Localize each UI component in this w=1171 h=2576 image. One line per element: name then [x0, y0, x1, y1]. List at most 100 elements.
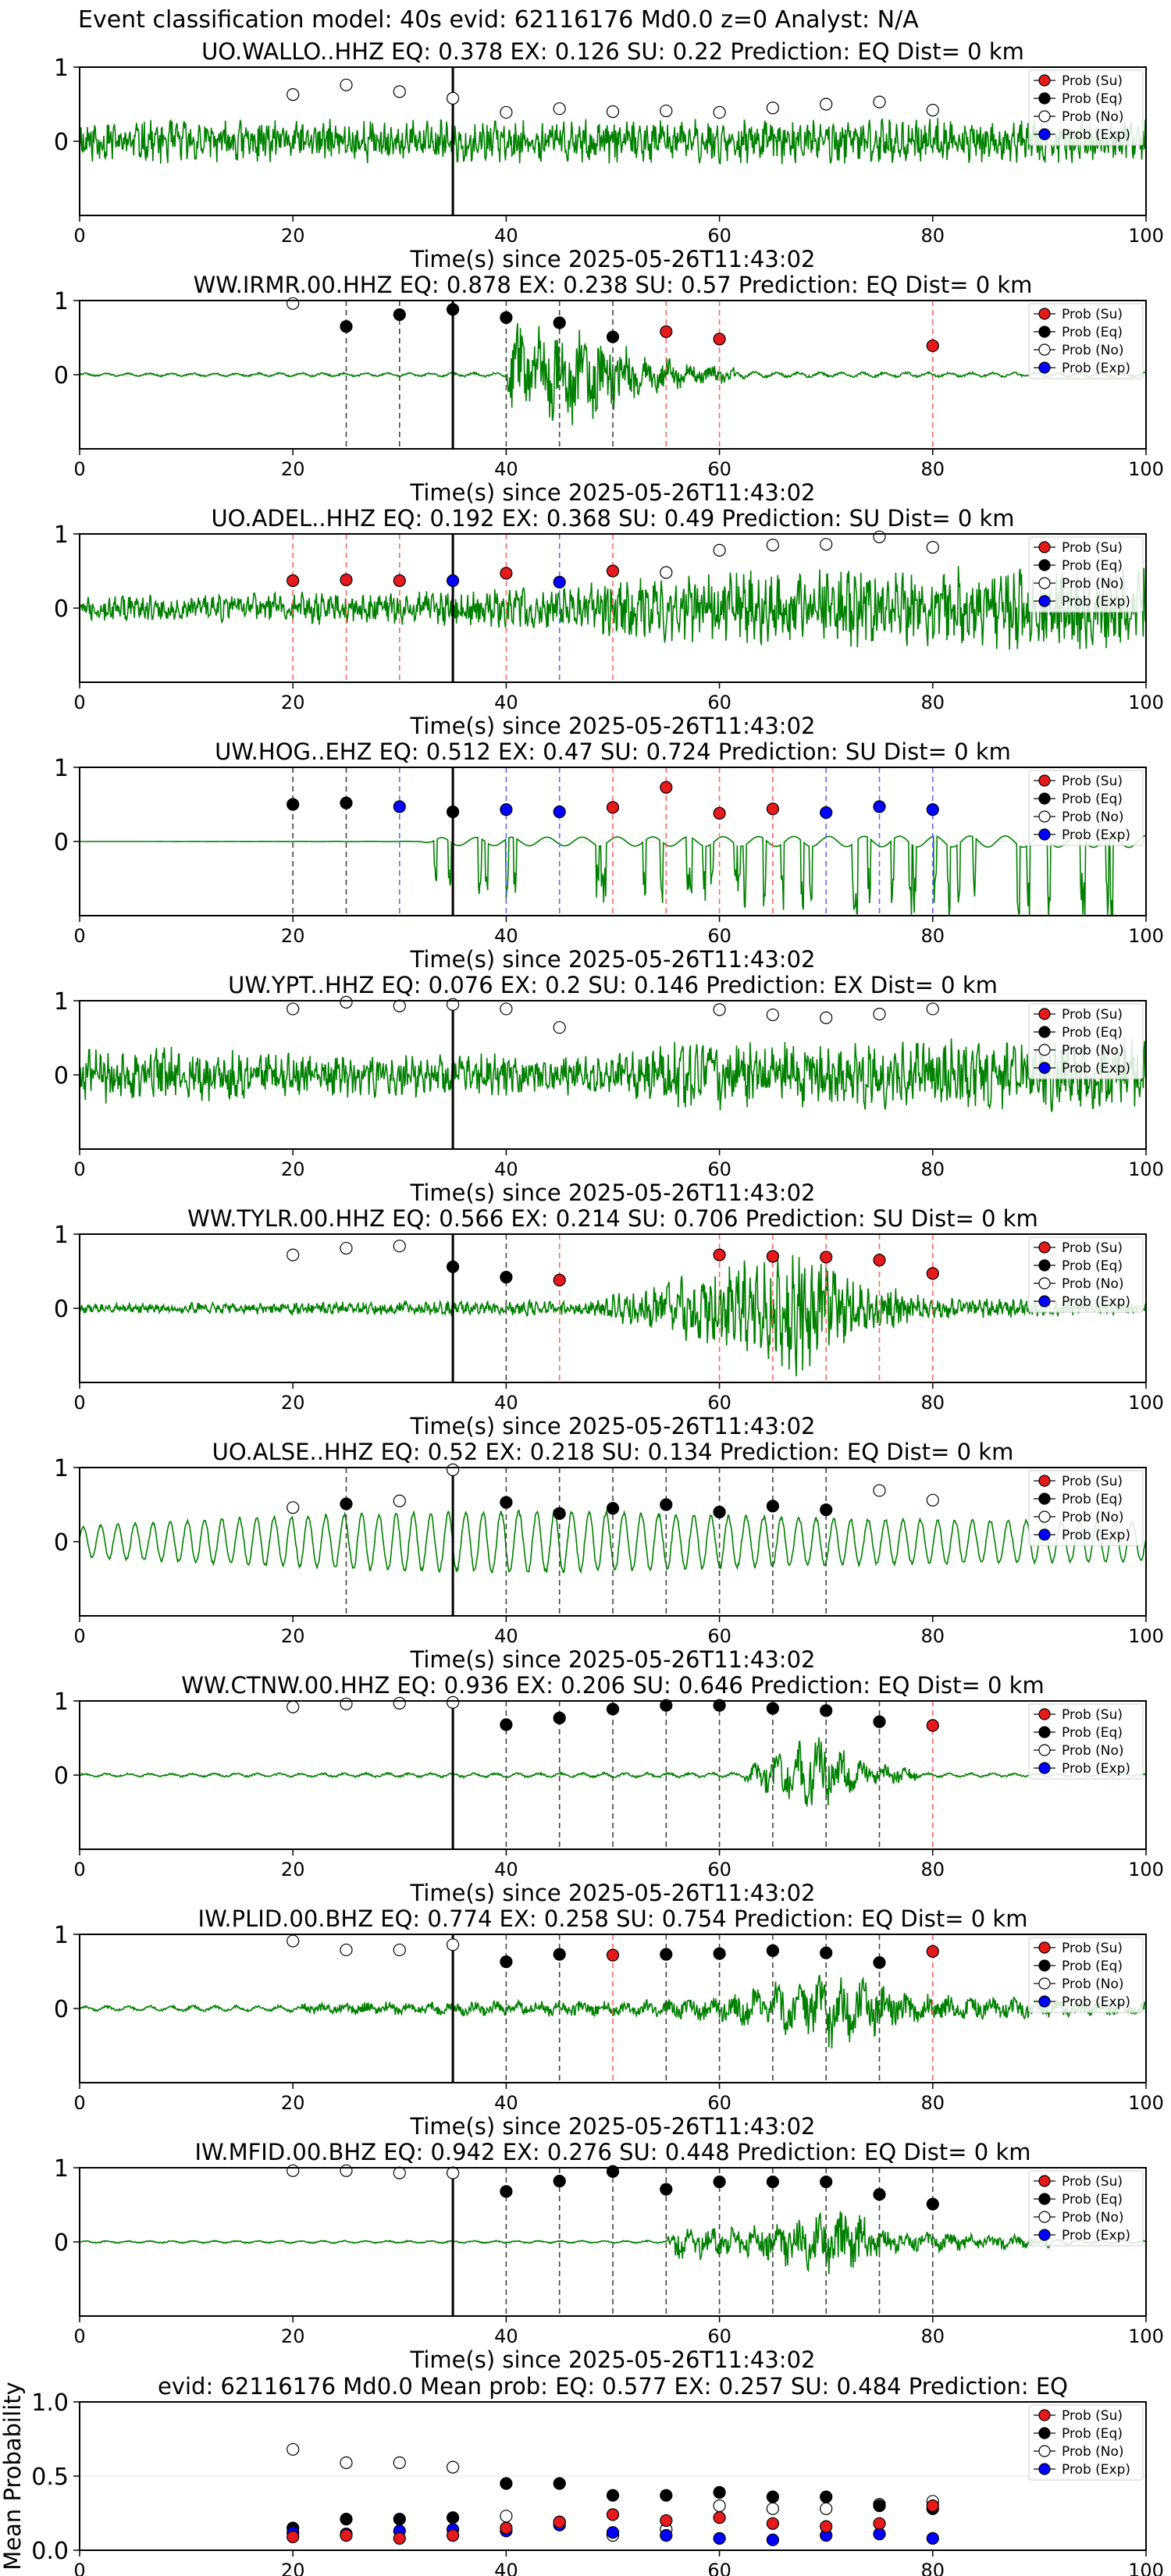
legend-label: Prob (Exp) — [1062, 594, 1130, 610]
legend-label: Prob (Su) — [1062, 2174, 1123, 2190]
x-tick-label: 40 — [494, 1158, 518, 1180]
legend-label: Prob (Su) — [1062, 1240, 1123, 1256]
x-tick-label: 0 — [73, 1625, 85, 1647]
y-tick-label: 1 — [54, 988, 69, 1016]
prob-point-eq — [446, 303, 460, 316]
x-tick-label: 60 — [707, 1392, 731, 1414]
legend-label: Prob (Eq) — [1062, 1492, 1123, 1507]
x-axis-label: Time(s) since 2025-05-26T11:43:02 — [410, 246, 816, 272]
x-axis-label: Time(s) since 2025-05-26T11:43:02 — [410, 2347, 816, 2373]
prob-point-no — [393, 1943, 406, 1957]
legend-label: Prob (Eq) — [1062, 1258, 1123, 1274]
mean-prob-point-no — [287, 2443, 300, 2456]
axes-frame — [79, 1934, 1147, 2083]
x-tick-label: 100 — [1128, 1625, 1164, 1647]
prob-point-no — [340, 995, 353, 1009]
axes-frame — [79, 1700, 1147, 1850]
prob-point-exp — [820, 806, 833, 820]
x-axis-label: Time(s) since 2025-05-26T11:43:02 — [410, 1646, 816, 1673]
x-tick-label: 20 — [281, 458, 305, 480]
legend-marker — [1038, 1744, 1051, 1756]
prob-point-su — [606, 564, 620, 578]
legend-marker — [1038, 343, 1051, 356]
x-tick-label: 60 — [707, 458, 731, 480]
prob-point-su — [713, 1248, 726, 1261]
prob-point-no — [340, 78, 353, 91]
mean-prob-point-su — [500, 2521, 513, 2535]
legend-marker — [1038, 1026, 1051, 1038]
prob-point-no — [287, 1934, 300, 1948]
legend-box — [1028, 770, 1144, 846]
y-tick-label: 1 — [54, 755, 69, 782]
x-tick-label: 0 — [73, 1859, 85, 1880]
mean-prob-point-eq — [340, 2513, 353, 2526]
chart-title: WW.TYLR.00.HHZ EQ: 0.566 EX: 0.214 SU: 0… — [187, 1205, 1038, 1232]
x-tick-label: 60 — [707, 1158, 731, 1180]
prob-point-eq — [500, 1270, 513, 1284]
axes-frame — [79, 1000, 1147, 1150]
prob-point-no — [340, 1241, 353, 1255]
prob-point-eq — [446, 1260, 460, 1273]
prob-point-su — [713, 333, 726, 346]
legend-box — [1028, 1470, 1144, 1546]
prob-point-no — [926, 1493, 939, 1507]
prob-point-no — [553, 102, 566, 116]
prob-point-no — [766, 539, 780, 552]
prob-point-eq — [340, 320, 353, 333]
x-tick-label: 60 — [707, 225, 731, 247]
prob-point-eq — [500, 311, 513, 324]
waveform-trace — [80, 834, 1146, 916]
legend-label: Prob (No) — [1062, 2210, 1124, 2226]
chart-panel-8: WW.CTNW.00.HHZ EQ: 0.936 EX: 0.206 SU: 0… — [54, 1672, 1164, 1906]
waveform-trace — [80, 1036, 1146, 1112]
legend-box — [1028, 303, 1144, 379]
mean-prob-point-su — [446, 2528, 460, 2542]
chart-title: WW.IRMR.00.HHZ EQ: 0.878 EX: 0.238 SU: 0… — [194, 272, 1033, 298]
prob-point-no — [340, 1697, 353, 1710]
prob-point-no — [446, 1695, 460, 1709]
legend-marker — [1038, 308, 1051, 320]
legend-label: Prob (No) — [1062, 343, 1124, 358]
x-tick-label: 60 — [707, 2092, 731, 2114]
mean-prob-point-no — [766, 2502, 780, 2515]
legend-marker — [1038, 326, 1051, 338]
prob-point-su — [926, 1267, 939, 1280]
axes-frame — [79, 2401, 1147, 2551]
prob-point-no — [287, 1501, 300, 1514]
prob-point-no — [766, 101, 780, 115]
prob-point-su — [926, 1944, 939, 1958]
prob-point-no — [393, 999, 406, 1012]
legend-label: Prob (Exp) — [1062, 1528, 1130, 1543]
chart-panel-10: IW.MFID.00.BHZ EQ: 0.942 EX: 0.276 SU: 0… — [54, 2139, 1164, 2373]
legend-label: Prob (Eq) — [1062, 1959, 1123, 1974]
prob-point-su — [766, 1250, 780, 1263]
x-tick-label: 40 — [494, 2325, 518, 2347]
prob-point-no — [287, 1248, 300, 1261]
legend-label: Prob (No) — [1062, 109, 1124, 125]
prob-point-no — [287, 1700, 300, 1713]
prob-point-eq — [606, 330, 620, 343]
x-tick-label: 60 — [707, 1625, 731, 1647]
legend-label: Prob (Su) — [1062, 1941, 1123, 1956]
prob-point-eq — [660, 1699, 673, 1712]
legend-marker — [1038, 774, 1051, 787]
prob-point-eq — [873, 2188, 886, 2201]
x-tick-label: 80 — [921, 1158, 945, 1180]
prob-point-no — [926, 1002, 939, 1016]
x-tick-label: 100 — [1128, 1392, 1164, 1414]
axes-frame — [79, 533, 1147, 683]
chart-panel-5: UW.YPT..HHZ EQ: 0.076 EX: 0.2 SU: 0.146 … — [54, 972, 1164, 1206]
prob-point-eq — [553, 316, 566, 329]
x-tick-label: 100 — [1128, 925, 1164, 947]
mean-prob-point-eq — [873, 2499, 886, 2513]
axes-frame — [79, 1467, 1147, 1617]
legend-label: Prob (Exp) — [1062, 827, 1130, 843]
x-tick-label: 100 — [1128, 1158, 1164, 1180]
mean-prob-point-exp — [606, 2526, 620, 2539]
prob-point-no — [393, 1696, 406, 1710]
legend-label: Prob (Su) — [1062, 2408, 1123, 2424]
mean-prob-point-su — [287, 2530, 300, 2543]
x-tick-label: 80 — [921, 692, 945, 713]
x-tick-label: 100 — [1128, 2325, 1164, 2347]
legend-marker — [1038, 1259, 1051, 1272]
